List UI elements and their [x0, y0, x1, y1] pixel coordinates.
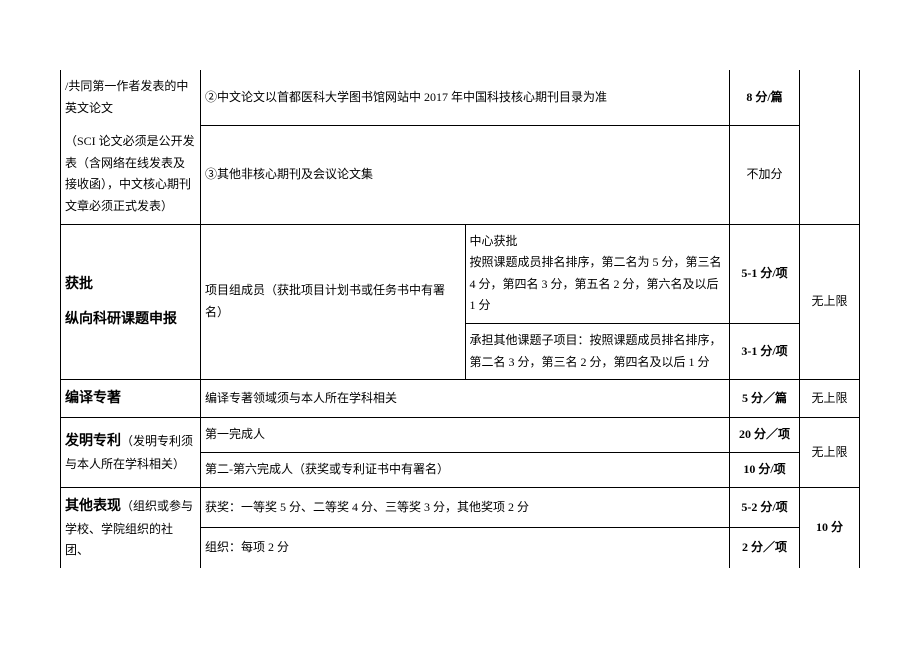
table-row: /共同第一作者发表的中英文论文 ②中文论文以首都医科大学图书馆网站中 2017 …	[61, 70, 860, 125]
cell-category: 编译专著	[61, 380, 201, 418]
cell-score: 3-1 分/项	[730, 323, 800, 379]
cell-limit: 无上限	[800, 224, 860, 380]
cell-score: 5-1 分/项	[730, 224, 800, 323]
limit-text: 10 分	[816, 520, 843, 534]
table-row: （SCI 论文必须是公开发表（含网络在线发表及接收函），中文核心期刊文章必须正式…	[61, 125, 860, 224]
cell-member: 项目组成员（获批项目计划书或任务书中有署名）	[201, 224, 466, 380]
cell-limit: 10 分	[800, 487, 860, 568]
cell-criteria: 获奖：一等奖 5 分、二等奖 4 分、三等奖 3 分，其他奖项 2 分	[201, 487, 730, 528]
table-row: 其他表现（组织或参与学校、学院组织的社团、 获奖：一等奖 5 分、二等奖 4 分…	[61, 487, 860, 528]
cell-limit: 无上限	[800, 418, 860, 487]
cell-criteria: ③其他非核心期刊及会议论文集	[201, 125, 730, 224]
score-text: 20 分／项	[739, 427, 790, 441]
cell-score: 20 分／项	[730, 418, 800, 453]
cell-limit	[800, 70, 860, 125]
score-text: 5 分／篇	[742, 391, 787, 405]
cell-score: 不加分	[730, 125, 800, 224]
cell-category: 获批 纵向科研课题申报	[61, 224, 201, 380]
criteria-text: ②中文论文以首都医科大学图书馆网站中 2017 年中国科技核心期刊目录为准	[205, 90, 607, 104]
score-text: 5-1 分/项	[741, 266, 787, 280]
cell-category: 发明专利（发明专利须与本人所在学科相关）	[61, 418, 201, 487]
cell-category: /共同第一作者发表的中英文论文	[61, 70, 201, 125]
cell-score: 10 分/项	[730, 452, 800, 487]
score-text: 5-2 分/项	[741, 500, 787, 514]
category-title: 获批	[65, 272, 196, 297]
cell-criteria: 第一完成人	[201, 418, 730, 453]
cell-criteria: 中心获批 按照课题成员排名排序，第二名为 5 分，第三名 4 分，第四名 3 分…	[465, 224, 730, 323]
criteria-title: 中心获批	[470, 231, 726, 253]
cell-criteria: 组织：每项 2 分	[201, 528, 730, 568]
note-text: （SCI 论文必须是公开发表（含网络在线发表及接收函），中文核心期刊文章必须正式…	[65, 134, 195, 213]
cell-score: 5-2 分/项	[730, 487, 800, 528]
cell-score: 5 分／篇	[730, 380, 800, 418]
cell-category: 其他表现（组织或参与学校、学院组织的社团、	[61, 487, 201, 568]
cell-criteria: ②中文论文以首都医科大学图书馆网站中 2017 年中国科技核心期刊目录为准	[201, 70, 730, 125]
patent-bold: 发明专利	[65, 434, 121, 449]
cell-criteria: 第二-第六完成人（获奖或专利证书中有署名）	[201, 452, 730, 487]
score-text: 10 分/项	[743, 462, 785, 476]
cell-score: 8 分/篇	[730, 70, 800, 125]
cell-criteria: 编译专著领域须与本人所在学科相关	[201, 380, 730, 418]
table-row: 编译专著 编译专著领域须与本人所在学科相关 5 分／篇 无上限	[61, 380, 860, 418]
score-text: 3-1 分/项	[741, 344, 787, 358]
score-text: 2 分／项	[742, 540, 787, 554]
cell-limit	[800, 125, 860, 224]
category-sub: 纵向科研课题申报	[65, 307, 196, 332]
cell-limit: 无上限	[800, 380, 860, 418]
cell-score: 2 分／项	[730, 528, 800, 568]
cell-category-note: （SCI 论文必须是公开发表（含网络在线发表及接收函），中文核心期刊文章必须正式…	[61, 125, 201, 224]
cell-criteria: 承担其他课题子项目：按照课题成员排名排序，第二名 3 分，第三名 2 分，第四名…	[465, 323, 730, 379]
table-row: 发明专利（发明专利须与本人所在学科相关） 第一完成人 20 分／项 无上限	[61, 418, 860, 453]
criteria-detail: 按照课题成员排名排序，第二名为 5 分，第三名 4 分，第四名 3 分，第五名 …	[470, 252, 726, 317]
document-page: /共同第一作者发表的中英文论文 ②中文论文以首都医科大学图书馆网站中 2017 …	[0, 0, 920, 608]
category-title: 编译专著	[65, 391, 121, 406]
other-bold: 其他表现	[65, 499, 121, 514]
score-text: 8 分/篇	[746, 90, 782, 104]
table-row: 获批 纵向科研课题申报 项目组成员（获批项目计划书或任务书中有署名） 中心获批 …	[61, 224, 860, 323]
scoring-table: /共同第一作者发表的中英文论文 ②中文论文以首都医科大学图书馆网站中 2017 …	[60, 70, 860, 568]
